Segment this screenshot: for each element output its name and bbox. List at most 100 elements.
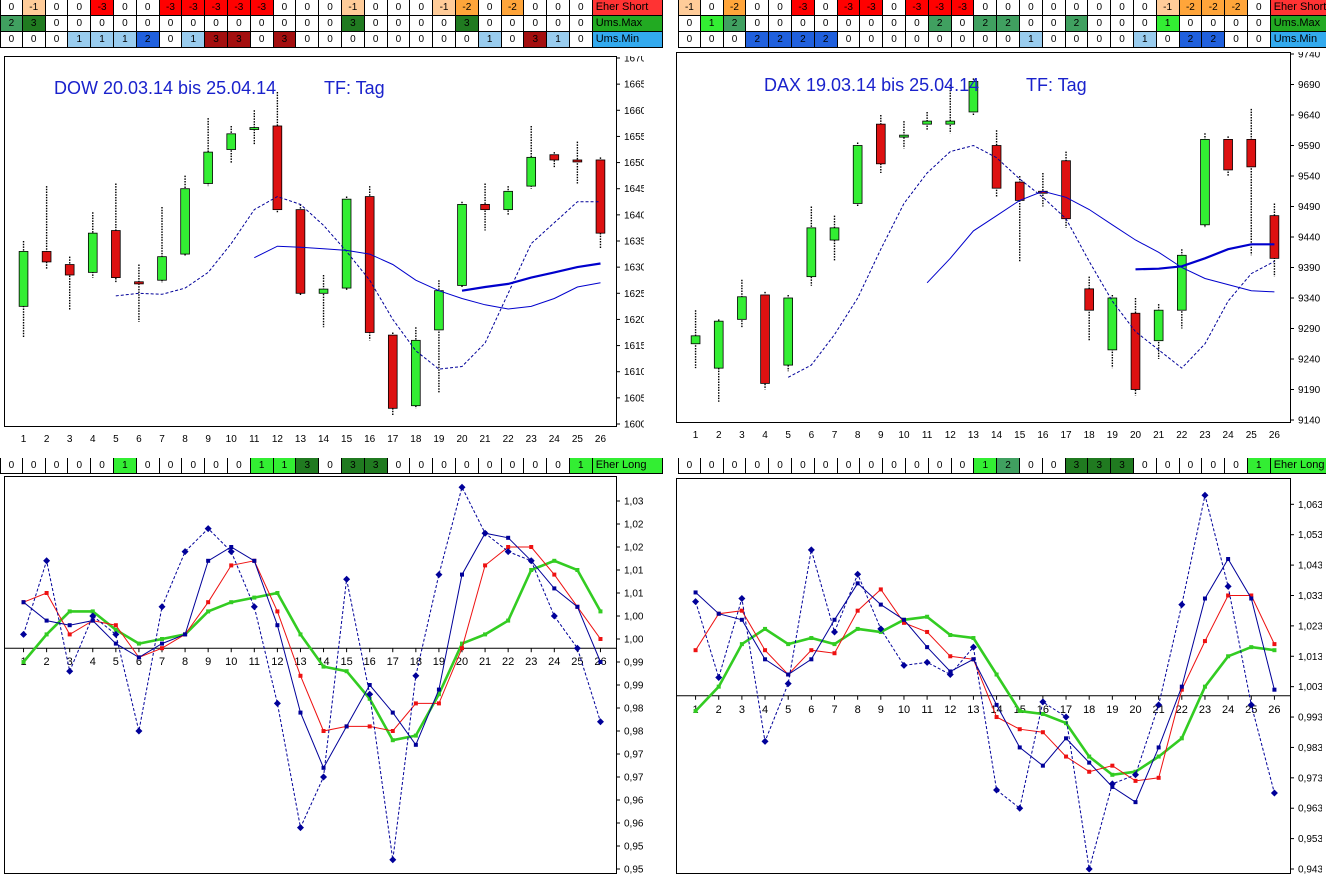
series-green-point [1017, 708, 1022, 713]
x-tick-label: 13 [294, 656, 306, 668]
candle-body [852, 145, 863, 204]
series-red-point [506, 545, 511, 549]
max-cell: 2 [723, 16, 747, 32]
dow-ums-max-row: 2 3 0 0 0 0 0 0 0 0 0 0 0 0 0 3 0 0 0 0 3 0 0 0 0 0 Ums.Max [0, 16, 663, 32]
x-tick-label: 12 [272, 434, 284, 445]
candle-body [1107, 297, 1118, 351]
series-green-point [252, 595, 257, 600]
short-cell: 0 [1133, 0, 1157, 16]
y-tick-label: 16500 [624, 158, 644, 169]
x-tick-label: 8 [182, 656, 188, 668]
short-cell: 0 [814, 0, 838, 16]
series-green-point [206, 609, 211, 614]
max-cell: 0 [791, 16, 815, 32]
short-cell: -3 [928, 0, 952, 16]
y-tick-label: 1,002 [624, 635, 644, 646]
max-cell: 0 [478, 16, 502, 32]
series-green-point [90, 609, 95, 614]
series-green-point [1179, 736, 1184, 741]
long-cell: 0 [68, 458, 92, 474]
series-green-point [716, 684, 721, 689]
candle-body [18, 251, 29, 307]
x-tick-label: 23 [526, 434, 538, 445]
max-cell: 2 [997, 16, 1020, 32]
series-dashed-point [43, 557, 51, 565]
long-cell: 0 [22, 458, 46, 474]
candle-body [876, 123, 886, 165]
max-cell: 0 [1019, 16, 1043, 32]
series-dashed-point [877, 625, 885, 633]
x-tick-label: 11 [921, 704, 932, 716]
short-cell: 0 [524, 0, 548, 16]
series-red-point [832, 651, 837, 656]
series-red-point [1249, 593, 1254, 598]
min-cell: 0 [45, 32, 69, 48]
series-dashed-line [23, 485, 601, 860]
series-dashed-point [227, 548, 235, 556]
x-tick-label: 12 [945, 430, 957, 441]
series-dashed-point [738, 595, 746, 603]
series-red-point [67, 632, 72, 637]
max-cell: 0 [746, 16, 770, 32]
series-red-point [44, 591, 49, 595]
series-red-point [994, 715, 999, 720]
series-dashed-point [1247, 701, 1255, 709]
y-tick-label: 9290 [1298, 324, 1321, 335]
series-green-point [1202, 684, 1207, 689]
series-dashed-point [1132, 771, 1139, 779]
y-tick-label: 1,012 [624, 589, 644, 600]
max-cell: 0 [524, 16, 548, 32]
series-red-point [1202, 639, 1207, 644]
series-navy-point [1272, 687, 1277, 692]
short-cell: -1 [22, 0, 46, 16]
series-navy-point [971, 657, 976, 662]
max-cell: 0 [364, 16, 388, 32]
candle-body [111, 230, 121, 279]
min-cell: 0 [951, 32, 975, 48]
x-tick-label: 7 [831, 704, 837, 716]
series-navy-point [1202, 596, 1207, 601]
y-tick-label: 0,973 [1298, 773, 1322, 784]
x-tick-label: 22 [1176, 430, 1188, 441]
max-cell: 0 [136, 16, 160, 32]
series-dashed-point [807, 546, 815, 554]
series-green-point [44, 632, 49, 637]
y-tick-label: 9140 [1298, 416, 1321, 427]
min-cell: 1 [1019, 32, 1043, 48]
x-tick-label: 16 [1037, 430, 1049, 441]
min-cell: 1 [547, 32, 570, 48]
short-cell: -3 [91, 0, 114, 16]
short-cell: 0 [45, 0, 69, 16]
x-tick-label: 9 [205, 656, 211, 668]
series-green-point [809, 636, 814, 641]
y-tick-label: 16300 [624, 263, 644, 274]
series-navy-point [298, 710, 303, 715]
max-cell: 2 [0, 16, 23, 32]
chart-title: DAX 19.03.14 bis 25.04.14 [764, 75, 979, 95]
series-green-point [1040, 712, 1045, 717]
series-red-point [529, 545, 534, 549]
max-cell: 0 [410, 16, 434, 32]
series-navy-point [716, 611, 721, 616]
series-green-point [994, 672, 999, 677]
max-cell: 1 [700, 16, 724, 32]
max-cell: 2 [974, 16, 998, 32]
max-cell: 2 [1065, 16, 1089, 32]
short-cell: -2 [501, 0, 525, 16]
short-cell: 0 [273, 0, 297, 16]
candle-body [549, 154, 560, 161]
x-tick-label: 1 [693, 430, 699, 441]
series-navy-point [1179, 684, 1184, 689]
y-tick-label: 16150 [624, 341, 644, 352]
long-cell: 0 [319, 458, 342, 474]
candle-body [480, 203, 490, 211]
series-red-point [483, 563, 488, 568]
x-tick-label: 2 [44, 656, 50, 668]
candle-body [945, 120, 956, 125]
min-label: Ums.Min [592, 32, 663, 48]
series-navy-point [809, 657, 814, 662]
candle-body [713, 320, 724, 369]
candle-body [1130, 312, 1141, 390]
series-red-point [229, 563, 234, 568]
long-cell: 0 [860, 458, 884, 474]
